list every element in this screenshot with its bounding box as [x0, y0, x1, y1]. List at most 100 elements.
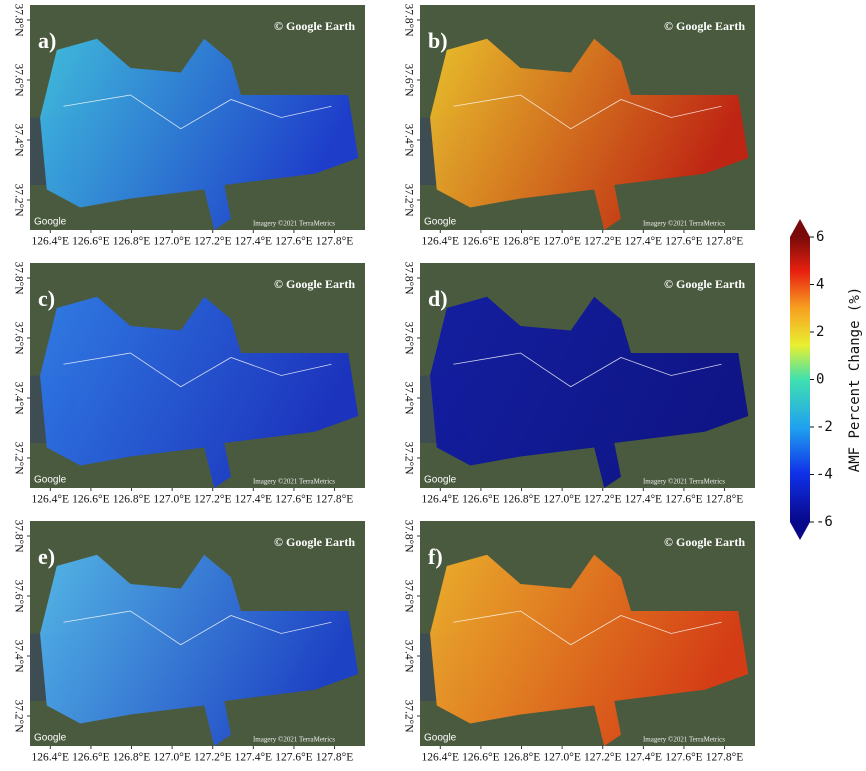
- x-tick-label: 127.4°E: [625, 752, 663, 764]
- map-panel: c) © Google Earth Google Imagery ©2021 Terr…: [12, 261, 365, 505]
- x-tick-label: 126.6°E: [462, 494, 500, 506]
- colorbar: [790, 237, 810, 522]
- y-tick-label: 37.8°N: [12, 261, 24, 295]
- x-tick-label: 126.8°E: [113, 494, 151, 506]
- x-tick-label: 126.4°E: [32, 752, 70, 764]
- credit: © Google Earth: [274, 277, 355, 291]
- imagery-credit: Imagery ©2021 TerraMetrics: [643, 478, 725, 486]
- google-logo: Google: [34, 475, 67, 486]
- x-tick-label: 126.6°E: [72, 752, 110, 764]
- x-tick-label: 127.6°E: [665, 752, 703, 764]
- y-tick-label: 37.6°N: [402, 63, 414, 97]
- y-tick-label: 37.6°N: [12, 63, 24, 97]
- y-tick-label: 37.2°N: [402, 699, 414, 733]
- y-tick-label: 37.8°N: [12, 3, 24, 37]
- y-tick-label: 37.4°N: [402, 123, 414, 157]
- y-tick-label: 37.4°N: [12, 123, 24, 157]
- map-panel: d) © Google Earth Google Imagery ©2021 Terr…: [402, 261, 755, 505]
- x-tick-label: 127.0°E: [153, 494, 191, 506]
- imagery-credit: Imagery ©2021 TerraMetrics: [643, 736, 725, 744]
- colorbar-tick-label: -2: [816, 419, 833, 435]
- imagery-credit: Imagery ©2021 TerraMetrics: [643, 220, 725, 228]
- x-tick-label: 126.4°E: [422, 752, 460, 764]
- x-tick-label: 126.6°E: [72, 236, 110, 248]
- x-tick-label: 127.2°E: [194, 236, 232, 248]
- x-tick-label: 127.0°E: [153, 752, 191, 764]
- x-tick-label: 126.8°E: [503, 236, 541, 248]
- x-tick-label: 127.6°E: [275, 236, 313, 248]
- y-tick-label: 37.2°N: [402, 441, 414, 475]
- google-logo: Google: [34, 733, 67, 744]
- x-tick-label: 126.4°E: [422, 236, 460, 248]
- google-logo: Google: [424, 475, 457, 486]
- google-logo: Google: [424, 217, 457, 228]
- credit: © Google Earth: [664, 19, 745, 33]
- google-logo: Google: [424, 733, 457, 744]
- y-tick-label: 37.4°N: [402, 639, 414, 673]
- y-tick-label: 37.6°N: [12, 321, 24, 355]
- y-tick-label: 37.2°N: [12, 441, 24, 475]
- colorbar-tick-label: 0: [816, 372, 824, 388]
- google-logo: Google: [34, 217, 67, 228]
- colorbar-label: AMF Percent Change (%): [847, 287, 863, 472]
- x-tick-label: 126.4°E: [422, 494, 460, 506]
- x-tick-label: 127.4°E: [625, 236, 663, 248]
- y-tick-label: 37.4°N: [12, 639, 24, 673]
- x-tick-label: 126.6°E: [462, 236, 500, 248]
- x-tick-label: 127.6°E: [275, 494, 313, 506]
- imagery-credit: Imagery ©2021 TerraMetrics: [253, 478, 335, 486]
- y-tick-label: 37.8°N: [12, 519, 24, 553]
- x-tick-label: 126.8°E: [113, 236, 151, 248]
- panel-label: c): [38, 286, 55, 311]
- y-tick-label: 37.2°N: [12, 183, 24, 217]
- y-tick-label: 37.8°N: [402, 3, 414, 37]
- x-tick-label: 127.8°E: [316, 236, 354, 248]
- figure: a) © Google Earth Google Imagery ©2021 Terr…: [0, 0, 866, 771]
- credit: © Google Earth: [274, 535, 355, 549]
- x-tick-label: 127.2°E: [584, 494, 622, 506]
- x-tick-label: 127.8°E: [706, 494, 744, 506]
- x-tick-label: 127.8°E: [316, 494, 354, 506]
- credit: © Google Earth: [274, 19, 355, 33]
- y-tick-label: 37.8°N: [402, 261, 414, 295]
- x-tick-label: 127.6°E: [665, 236, 703, 248]
- x-tick-label: 127.6°E: [275, 752, 313, 764]
- x-tick-label: 127.4°E: [235, 752, 273, 764]
- x-tick-label: 127.2°E: [194, 752, 232, 764]
- colorbar-tick-label: -6: [816, 514, 833, 530]
- y-tick-label: 37.2°N: [402, 183, 414, 217]
- imagery-credit: Imagery ©2021 TerraMetrics: [253, 220, 335, 228]
- x-tick-label: 127.4°E: [235, 236, 273, 248]
- x-tick-label: 126.8°E: [503, 494, 541, 506]
- imagery-credit: Imagery ©2021 TerraMetrics: [253, 736, 335, 744]
- x-tick-label: 126.4°E: [32, 236, 70, 248]
- x-tick-label: 126.8°E: [113, 752, 151, 764]
- x-tick-label: 126.4°E: [32, 494, 70, 506]
- panel-label: d): [428, 286, 448, 311]
- x-tick-label: 126.6°E: [462, 752, 500, 764]
- x-tick-label: 127.0°E: [543, 236, 581, 248]
- x-tick-label: 127.8°E: [706, 236, 744, 248]
- colorbar-extend-top: [790, 219, 810, 237]
- x-tick-label: 126.6°E: [72, 494, 110, 506]
- colorbar-extend-bottom: [790, 522, 810, 540]
- x-tick-label: 127.0°E: [543, 494, 581, 506]
- panel-label: a): [38, 28, 56, 53]
- y-tick-label: 37.6°N: [12, 579, 24, 613]
- colorbar-tick-label: 6: [816, 229, 824, 245]
- colorbar-tick-label: 2: [816, 324, 824, 340]
- x-tick-label: 127.2°E: [584, 236, 622, 248]
- colorbar-tick-label: 4: [816, 277, 824, 293]
- y-tick-label: 37.8°N: [402, 519, 414, 553]
- x-tick-label: 127.2°E: [584, 752, 622, 764]
- colorbar-tick-label: -4: [816, 467, 833, 483]
- x-tick-label: 127.0°E: [153, 236, 191, 248]
- y-tick-label: 37.4°N: [12, 381, 24, 415]
- credit: © Google Earth: [664, 277, 745, 291]
- x-tick-label: 126.8°E: [503, 752, 541, 764]
- x-tick-label: 127.4°E: [235, 494, 273, 506]
- y-tick-label: 37.4°N: [402, 381, 414, 415]
